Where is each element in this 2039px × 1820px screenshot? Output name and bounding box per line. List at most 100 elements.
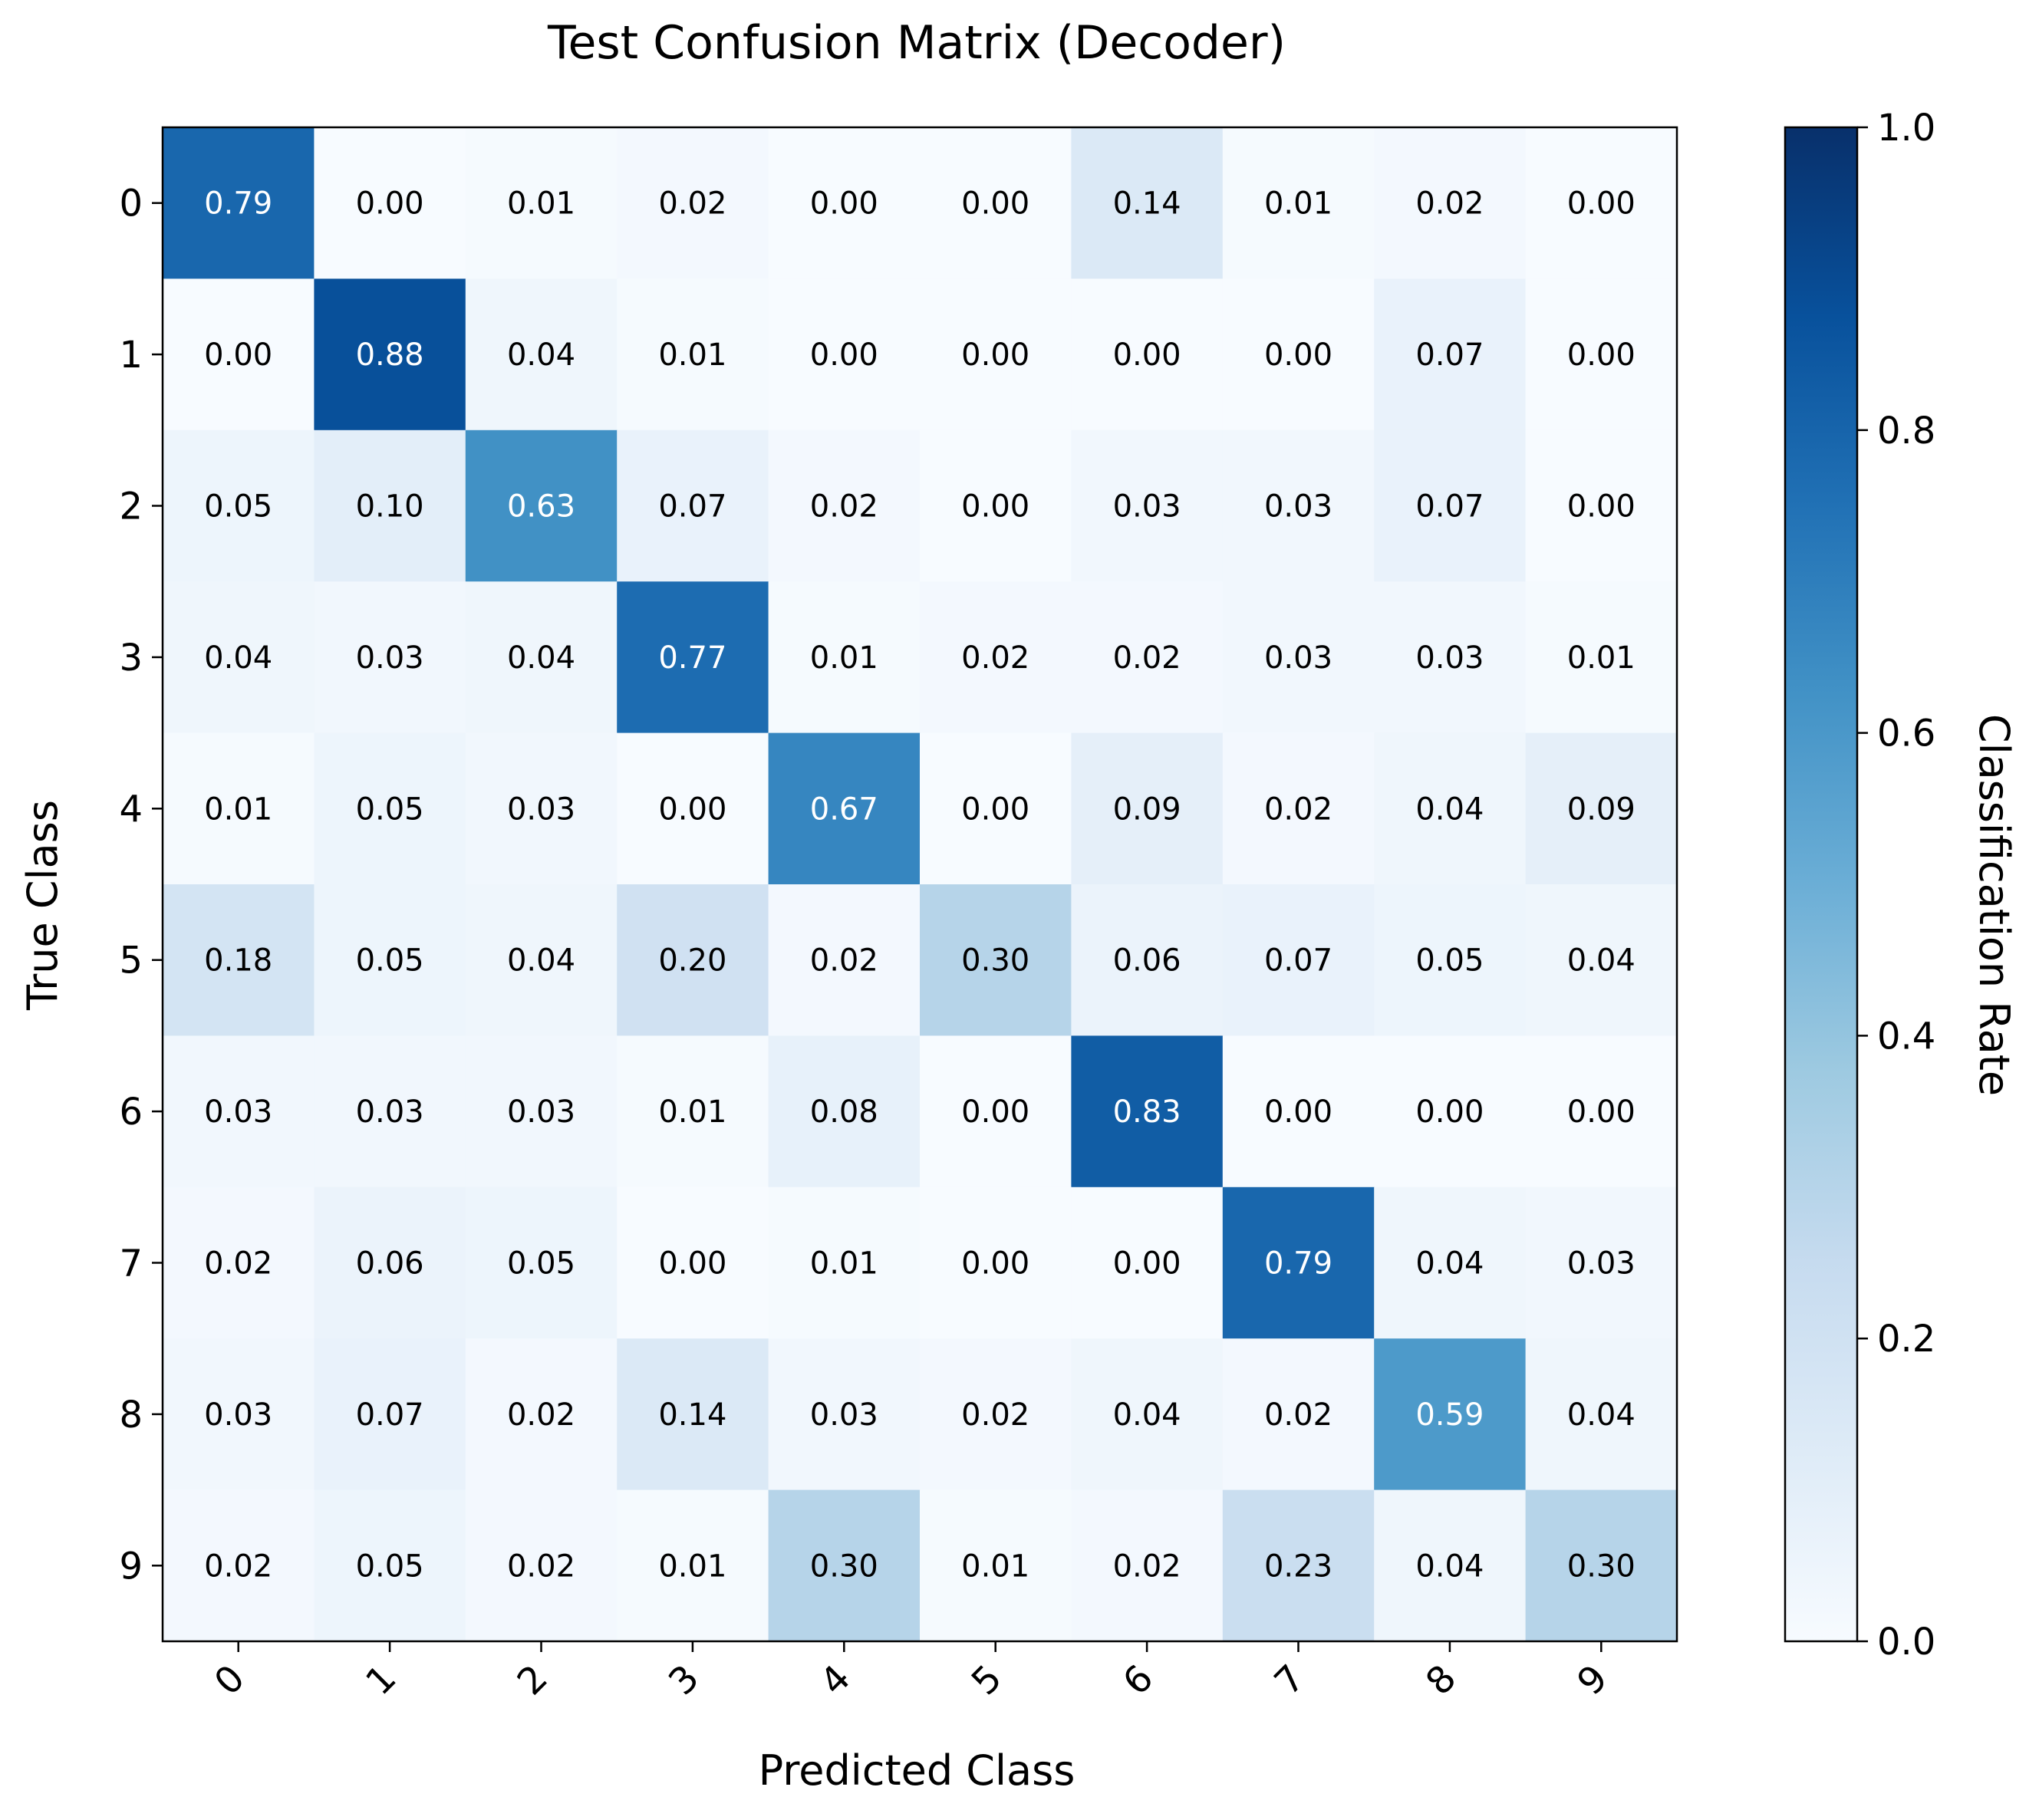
heatmap-cell-r5-c5 xyxy=(920,884,1072,1036)
heatmap-cell-r3-c7 xyxy=(1222,581,1375,734)
x-tick-label: 3 xyxy=(660,1657,707,1703)
heatmap-cell-r0-c1 xyxy=(314,127,466,279)
cell-value-label: 0.06 xyxy=(356,1246,424,1282)
heatmap-cell-r6-c8 xyxy=(1374,1035,1527,1188)
cell-value-label: 0.01 xyxy=(961,1548,1029,1584)
heatmap-cell-r3-c8 xyxy=(1374,581,1527,734)
y-tick-label: 3 xyxy=(119,637,143,680)
colorbar xyxy=(1784,126,1859,1643)
cell-value-label: 0.06 xyxy=(1113,943,1181,979)
heatmap-cell-r5-c7 xyxy=(1222,884,1375,1036)
cell-value-label: 0.18 xyxy=(204,943,272,979)
cell-value-label: 0.02 xyxy=(1415,186,1484,222)
cell-value-label: 0.59 xyxy=(1415,1397,1484,1433)
cell-value-label: 0.03 xyxy=(1567,1246,1635,1282)
cell-value-label: 0.04 xyxy=(507,943,575,979)
heatmap-cell-r0-c2 xyxy=(465,127,618,279)
heatmap-cell-r6-c7 xyxy=(1222,1035,1375,1188)
heatmap-cell-r1-c0 xyxy=(163,278,315,431)
heatmap-cell-r5-c4 xyxy=(768,884,921,1036)
heatmap-cell-r1-c1 xyxy=(314,278,466,431)
cell-value-label: 0.00 xyxy=(961,1246,1029,1282)
heatmap-cell-r5-c0 xyxy=(163,884,315,1036)
cell-value-label: 0.02 xyxy=(1264,1397,1332,1433)
x-tick-label: 9 xyxy=(1569,1657,1616,1703)
cell-value-label: 0.00 xyxy=(961,792,1029,827)
cell-value-label: 0.00 xyxy=(1415,1094,1484,1130)
cell-value-label: 0.07 xyxy=(356,1397,424,1433)
heatmap-cell-r0-c6 xyxy=(1071,127,1224,279)
cell-value-label: 0.08 xyxy=(810,1094,878,1130)
cell-value-label: 0.04 xyxy=(1567,943,1635,979)
heatmap-cell-r3-c6 xyxy=(1071,581,1224,734)
cell-value-label: 0.00 xyxy=(1567,337,1635,373)
heatmap-cell-r8-c4 xyxy=(768,1338,921,1491)
cell-value-label: 0.07 xyxy=(658,489,726,525)
cell-value-label: 0.01 xyxy=(1567,640,1635,676)
heatmap-cell-r8-c2 xyxy=(465,1338,618,1491)
cell-value-label: 0.03 xyxy=(810,1397,878,1433)
cell-value-label: 0.83 xyxy=(1113,1094,1181,1130)
x-tick-label: 1 xyxy=(357,1657,404,1703)
cell-value-label: 0.05 xyxy=(356,943,424,979)
cell-value-label: 0.01 xyxy=(658,1094,726,1130)
cell-value-label: 0.00 xyxy=(1264,337,1332,373)
heatmap-cell-r1-c3 xyxy=(617,278,769,431)
heatmap-cell-r3-c1 xyxy=(314,581,466,734)
chart-title: Test Confusion Matrix (Decoder) xyxy=(547,16,1286,70)
cell-value-label: 0.02 xyxy=(810,489,878,525)
y-tick-label: 1 xyxy=(119,334,143,377)
heatmap-cell-r4-c0 xyxy=(163,732,315,885)
plot-frame xyxy=(161,126,1678,1643)
heatmap-cell-r8-c0 xyxy=(163,1338,315,1491)
heatmap-cell-r2-c2 xyxy=(465,429,618,582)
cell-value-label: 0.07 xyxy=(1415,337,1484,373)
cell-value-label: 0.03 xyxy=(356,1094,424,1130)
heatmap-cell-r9-c4 xyxy=(768,1489,921,1642)
heatmap-cell-r8-c5 xyxy=(920,1338,1072,1491)
cell-value-label: 0.02 xyxy=(204,1548,272,1584)
heatmap-cell-r7-c1 xyxy=(314,1186,466,1339)
colorbar-label: Classification Rate xyxy=(1970,714,2018,1096)
cell-value-label: 0.04 xyxy=(1415,1548,1484,1584)
heatmap-cell-r1-c5 xyxy=(920,278,1072,431)
cell-value-label: 0.88 xyxy=(356,337,424,373)
heatmap-cell-r2-c5 xyxy=(920,429,1072,582)
cell-value-label: 0.01 xyxy=(810,640,878,676)
heatmap-cell-r3-c3 xyxy=(617,581,769,734)
heatmap-cell-r1-c2 xyxy=(465,278,618,431)
x-tick-label: 5 xyxy=(964,1657,1010,1703)
heatmap-cell-r9-c9 xyxy=(1525,1489,1678,1642)
cell-value-label: 0.04 xyxy=(1415,1246,1484,1282)
heatmap-cell-r4-c1 xyxy=(314,732,466,885)
cell-value-label: 0.01 xyxy=(658,337,726,373)
heatmap-cell-r4-c7 xyxy=(1222,732,1375,885)
cell-value-label: 0.63 xyxy=(507,489,575,525)
y-axis-label: True Class xyxy=(18,800,67,1011)
heatmap-cell-r6-c5 xyxy=(920,1035,1072,1188)
cell-value-label: 0.02 xyxy=(1113,1548,1181,1584)
cell-value-label: 0.77 xyxy=(658,640,726,676)
heatmap-cell-r2-c7 xyxy=(1222,429,1375,582)
cell-value-label: 0.05 xyxy=(356,1548,424,1584)
cell-value-label: 0.00 xyxy=(658,1246,726,1282)
heatmap-cell-r9-c0 xyxy=(163,1489,315,1642)
cell-value-label: 0.04 xyxy=(1567,1397,1635,1433)
cell-value-label: 0.02 xyxy=(1264,792,1332,827)
cell-value-label: 0.02 xyxy=(204,1246,272,1282)
heatmap-cell-r0-c8 xyxy=(1374,127,1527,279)
cell-value-label: 0.03 xyxy=(1264,489,1332,525)
cell-value-label: 0.09 xyxy=(1113,792,1181,827)
x-tick-label: 0 xyxy=(206,1657,253,1703)
cell-value-label: 0.03 xyxy=(1113,489,1181,525)
y-tick-label: 6 xyxy=(119,1091,143,1134)
x-tick-label: 6 xyxy=(1115,1657,1161,1703)
heatmap-cell-r7-c9 xyxy=(1525,1186,1678,1339)
heatmap-cell-r0-c3 xyxy=(617,127,769,279)
heatmap-cell-r6-c4 xyxy=(768,1035,921,1188)
cell-value-label: 0.14 xyxy=(658,1397,726,1433)
heatmap-cell-r2-c9 xyxy=(1525,429,1678,582)
cell-value-label: 0.00 xyxy=(1567,489,1635,525)
cell-value-label: 0.05 xyxy=(204,489,272,525)
